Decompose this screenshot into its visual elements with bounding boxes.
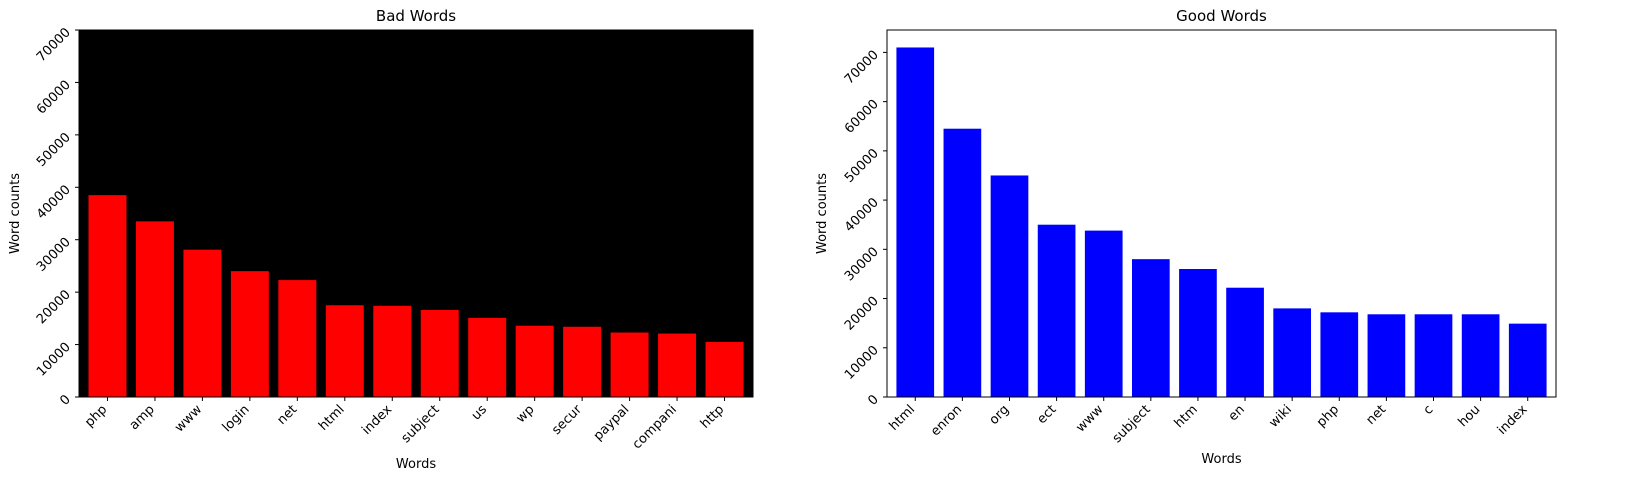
- x-tick-label: index: [359, 402, 395, 438]
- y-tick-label: 10000: [34, 340, 74, 380]
- y-tick-label: 50000: [842, 146, 882, 186]
- y-tick-label: 60000: [34, 78, 74, 118]
- x-tick-label: amp: [127, 402, 158, 433]
- bar-wiki: [1273, 308, 1312, 397]
- y-axis-label: Word counts: [815, 173, 830, 254]
- bar-php: [1320, 312, 1359, 397]
- bar-enron: [943, 128, 982, 397]
- y-tick-label: 20000: [842, 294, 882, 334]
- x-tick-label: htm: [1172, 402, 1201, 431]
- bar-subject: [1131, 259, 1170, 397]
- x-tick-label: paypal: [591, 402, 633, 444]
- bar-http: [705, 341, 744, 397]
- bar-us: [468, 317, 507, 397]
- x-tick-label: html: [316, 402, 348, 434]
- bar-c: [1414, 314, 1453, 397]
- bar-wp: [515, 325, 554, 397]
- x-axis-label: Words: [396, 457, 436, 472]
- x-tick-label: php: [1314, 402, 1342, 430]
- bar-en: [1226, 287, 1264, 397]
- chart-1: html enron org ect www subject htm en wiki php net…: [815, 7, 1557, 467]
- bar-paypal: [610, 332, 649, 397]
- x-tick-label: html: [887, 402, 919, 434]
- bar-htm: [1179, 269, 1217, 397]
- bar-php: [88, 195, 127, 397]
- y-tick-label: 0: [865, 392, 881, 408]
- x-tick-label: wp: [514, 402, 538, 426]
- x-tick-label: http: [698, 402, 727, 431]
- x-tick-label: login: [220, 402, 253, 435]
- y-tick-label: 10000: [842, 343, 882, 383]
- x-tick-label: www: [172, 402, 205, 435]
- x-tick-label: php: [82, 402, 110, 430]
- plot-frame: [886, 29, 1557, 398]
- y-tick-label: 70000: [842, 48, 882, 88]
- x-tick-label: wiki: [1266, 402, 1295, 431]
- plot-area: [887, 30, 1556, 397]
- x-tick-label: enron: [928, 402, 965, 439]
- x-tick-label: net: [274, 402, 300, 428]
- x-tick-label: ect: [1035, 402, 1060, 427]
- bar-index: [1508, 323, 1547, 397]
- plot-frame: [78, 29, 754, 398]
- y-axis-label: Word counts: [8, 173, 23, 254]
- y-tick-label: 50000: [34, 130, 74, 170]
- bar-net: [278, 280, 317, 397]
- x-tick-label: www: [1073, 402, 1106, 435]
- x-tick-label: c: [1421, 402, 1437, 418]
- bar-index: [373, 305, 412, 397]
- y-tick-label: 20000: [34, 287, 74, 327]
- x-axis-label: Words: [1201, 452, 1241, 467]
- bar-hou: [1461, 314, 1500, 397]
- x-tick-label: org: [987, 402, 1013, 428]
- bar-html: [896, 47, 935, 397]
- y-tick-label: 30000: [842, 245, 882, 285]
- y-tick-label: 0: [57, 392, 73, 408]
- bar-ect: [1037, 224, 1076, 397]
- bar-subject: [420, 309, 459, 397]
- chart-0: php amp www login net html index subject us wp sec…: [8, 7, 754, 472]
- bar-www: [183, 249, 222, 397]
- y-tick-label: 40000: [34, 183, 74, 223]
- y-tick-label: 40000: [842, 195, 882, 235]
- x-tick-label: en: [1226, 402, 1248, 424]
- x-tick-label: compani: [630, 402, 680, 452]
- x-tick-label: subject: [399, 402, 443, 446]
- bar-net: [1367, 314, 1406, 397]
- plot-area: [79, 30, 753, 397]
- bar-compani: [658, 333, 697, 397]
- bar-html: [325, 305, 364, 397]
- y-tick-label: 70000: [34, 25, 74, 65]
- x-tick-label: net: [1364, 402, 1390, 428]
- x-tick-label: secur: [549, 402, 585, 438]
- x-tick-label: hou: [1456, 402, 1484, 430]
- y-tick-label: 60000: [842, 97, 882, 137]
- x-tick-label: subject: [1110, 402, 1154, 446]
- bar-org: [990, 175, 1029, 397]
- x-tick-label: us: [469, 402, 490, 423]
- bar-amp: [135, 221, 174, 397]
- y-tick-label: 30000: [34, 235, 74, 275]
- x-tick-label: index: [1495, 402, 1531, 438]
- bar-secur: [563, 326, 602, 397]
- chart-title: Bad Words: [376, 7, 456, 25]
- bar-www: [1084, 230, 1123, 397]
- bar-login: [230, 271, 269, 397]
- chart-title: Good Words: [1176, 7, 1267, 25]
